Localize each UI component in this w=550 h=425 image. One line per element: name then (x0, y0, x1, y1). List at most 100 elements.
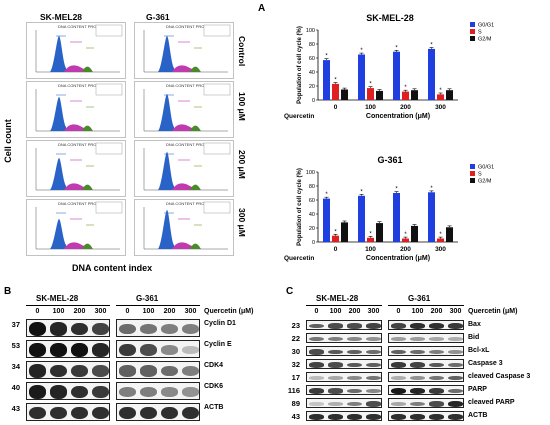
wb-band (448, 388, 463, 394)
wb-band (328, 376, 343, 380)
bar (428, 48, 435, 100)
wb-band (328, 402, 343, 406)
wb-band (161, 345, 178, 355)
wb-dose-label: 0 (125, 308, 130, 315)
wb-band (119, 386, 136, 398)
significance-marker: * (325, 54, 328, 60)
wb-band (347, 349, 362, 355)
wb-blot-strip (26, 403, 110, 421)
significance-marker: * (360, 189, 363, 195)
bar (332, 235, 339, 242)
wb-band (410, 414, 425, 420)
wb-band (328, 414, 343, 420)
wb-band (429, 375, 444, 381)
wb-band (50, 322, 67, 336)
western-blot-panel-c: SK-MEL-28 G-361 0 100 200 300 0 100 200 300 Querce… (280, 294, 550, 425)
wb-band (366, 401, 381, 407)
wb-band (29, 385, 46, 399)
wb-cell-line-underline (26, 305, 110, 306)
wb-blot-strip (306, 346, 382, 356)
flow-histogram: DNA CONTENT PROFILE (26, 199, 126, 256)
flow-row-label-200: 200 μM (237, 150, 247, 179)
y-tick-label: 40 (309, 70, 315, 76)
legend-label: G2/M (478, 179, 492, 185)
wb-blot-strip (306, 333, 382, 343)
wb-molecular-weight: 23 (291, 321, 300, 330)
wb-dose-label: 300 (94, 308, 107, 315)
wb-band (140, 365, 157, 377)
wb-band (309, 414, 324, 420)
wb-dose-label: 100 (52, 308, 65, 315)
wb-protein-label: ACTB (204, 404, 224, 411)
bar (437, 238, 444, 242)
wb-band (92, 406, 109, 420)
wb-blot-strip (306, 359, 382, 369)
bar (411, 90, 418, 100)
significance-marker: * (439, 88, 442, 94)
wb-blot-strip (116, 319, 200, 337)
wb-dose-label: 0 (35, 308, 40, 315)
wb-treatment-header: Quercetin (μM) (468, 308, 518, 315)
y-axis-label: Population of cell cycle (%) (297, 168, 303, 246)
wb-blot-strip (306, 398, 382, 408)
y-tick-label: 20 (309, 226, 315, 232)
wb-band (448, 414, 463, 420)
significance-marker: * (360, 48, 363, 54)
wb-protein-label: ACTB (468, 412, 488, 419)
wb-band (71, 385, 88, 399)
wb-band (71, 322, 88, 336)
legend-swatch (470, 164, 475, 169)
wb-band (161, 365, 178, 377)
wb-band (347, 388, 362, 394)
chart-title: SK-MEL-28 (366, 13, 414, 23)
legend-label: S (478, 172, 482, 178)
wb-band (448, 375, 463, 381)
bar (393, 193, 400, 242)
bar (437, 94, 444, 100)
flow-histogram: DNA CONTENT PROFILE (26, 22, 126, 79)
wb-blot-strip (116, 403, 200, 421)
wb-band (448, 349, 463, 355)
flow-plot-title: DNA CONTENT PROFILE (166, 24, 213, 29)
wb-treatment-header: Quercetin (μM) (204, 308, 254, 315)
flow-histogram: DNA CONTENT PROFILE (26, 81, 126, 138)
wb-band (309, 349, 324, 355)
wb-dose-label: 200 (430, 308, 443, 315)
x-tick-label: 300 (435, 246, 446, 253)
wb-dose-label: 200 (163, 308, 176, 315)
wb-band (366, 336, 381, 342)
wb-protein-label: Bax (468, 321, 481, 328)
wb-blot-strip (116, 340, 200, 358)
wb-molecular-weight: 116 (287, 386, 300, 395)
wb-protein-label: Bcl-xL (468, 347, 490, 354)
bar (402, 238, 409, 242)
wb-band (328, 388, 343, 394)
x-prefix-label: Quercetin (284, 113, 314, 120)
x-axis-label: Concentration (μM) (366, 113, 430, 120)
wb-blot-strip (388, 346, 464, 356)
legend-swatch (470, 29, 475, 34)
flow-plot-title: DNA CONTENT PROFILE (166, 83, 213, 88)
y-tick-label: 40 (309, 212, 315, 218)
wb-cell-line-underline (306, 305, 382, 306)
wb-band (140, 406, 157, 420)
wb-band (391, 376, 406, 380)
wb-band (328, 323, 343, 329)
wb-band (391, 414, 406, 420)
y-tick-label: 0 (312, 98, 315, 104)
wb-band (161, 406, 178, 420)
wb-band (391, 402, 406, 406)
wb-band (182, 406, 199, 420)
significance-marker: * (334, 229, 337, 235)
wb-blot-strip (388, 372, 464, 382)
wb-molecular-weight: 89 (291, 399, 300, 408)
wb-band (429, 388, 444, 394)
flow-histogram: DNA CONTENT PROFILE (26, 140, 126, 197)
wb-dose-label: 100 (142, 308, 155, 315)
wb-molecular-weight: 43 (291, 412, 300, 421)
wb-molecular-weight: 34 (11, 362, 20, 371)
bar (367, 237, 374, 242)
wb-protein-label: Caspase 3 (468, 360, 503, 367)
panel-label-a: A (258, 3, 266, 14)
